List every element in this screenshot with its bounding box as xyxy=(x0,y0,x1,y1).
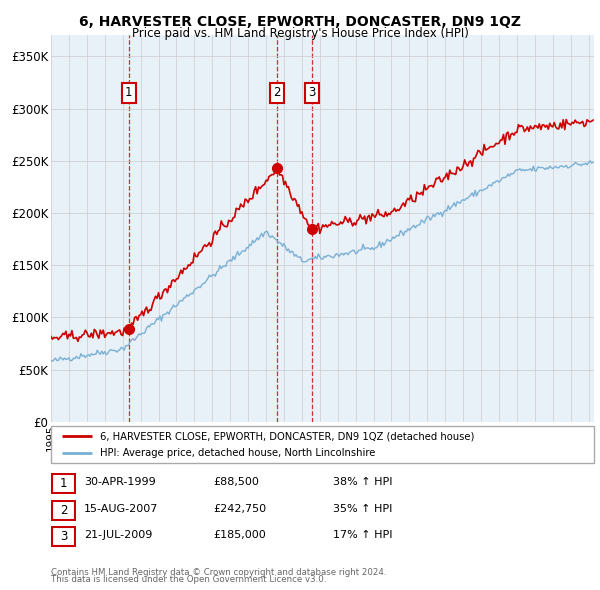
Text: 38% ↑ HPI: 38% ↑ HPI xyxy=(333,477,392,487)
Text: HPI: Average price, detached house, North Lincolnshire: HPI: Average price, detached house, Nort… xyxy=(100,448,375,458)
Text: 2: 2 xyxy=(274,86,281,99)
Text: £185,000: £185,000 xyxy=(213,530,266,540)
Text: This data is licensed under the Open Government Licence v3.0.: This data is licensed under the Open Gov… xyxy=(51,575,326,584)
Text: £88,500: £88,500 xyxy=(213,477,259,487)
Text: 30-APR-1999: 30-APR-1999 xyxy=(84,477,156,487)
Text: 1: 1 xyxy=(125,86,133,99)
Text: 2: 2 xyxy=(60,504,67,517)
Text: 17% ↑ HPI: 17% ↑ HPI xyxy=(333,530,392,540)
Text: Price paid vs. HM Land Registry's House Price Index (HPI): Price paid vs. HM Land Registry's House … xyxy=(131,27,469,40)
Text: 21-JUL-2009: 21-JUL-2009 xyxy=(84,530,152,540)
Text: 3: 3 xyxy=(308,86,315,99)
FancyBboxPatch shape xyxy=(52,527,75,546)
Text: Contains HM Land Registry data © Crown copyright and database right 2024.: Contains HM Land Registry data © Crown c… xyxy=(51,568,386,577)
Text: 1: 1 xyxy=(60,477,67,490)
Text: £242,750: £242,750 xyxy=(213,504,266,513)
Text: 6, HARVESTER CLOSE, EPWORTH, DONCASTER, DN9 1QZ: 6, HARVESTER CLOSE, EPWORTH, DONCASTER, … xyxy=(79,15,521,29)
Text: 15-AUG-2007: 15-AUG-2007 xyxy=(84,504,158,513)
Text: 3: 3 xyxy=(60,530,67,543)
FancyBboxPatch shape xyxy=(52,474,75,493)
Text: 6, HARVESTER CLOSE, EPWORTH, DONCASTER, DN9 1QZ (detached house): 6, HARVESTER CLOSE, EPWORTH, DONCASTER, … xyxy=(100,431,474,441)
FancyBboxPatch shape xyxy=(52,501,75,520)
FancyBboxPatch shape xyxy=(51,426,594,463)
Text: 35% ↑ HPI: 35% ↑ HPI xyxy=(333,504,392,513)
